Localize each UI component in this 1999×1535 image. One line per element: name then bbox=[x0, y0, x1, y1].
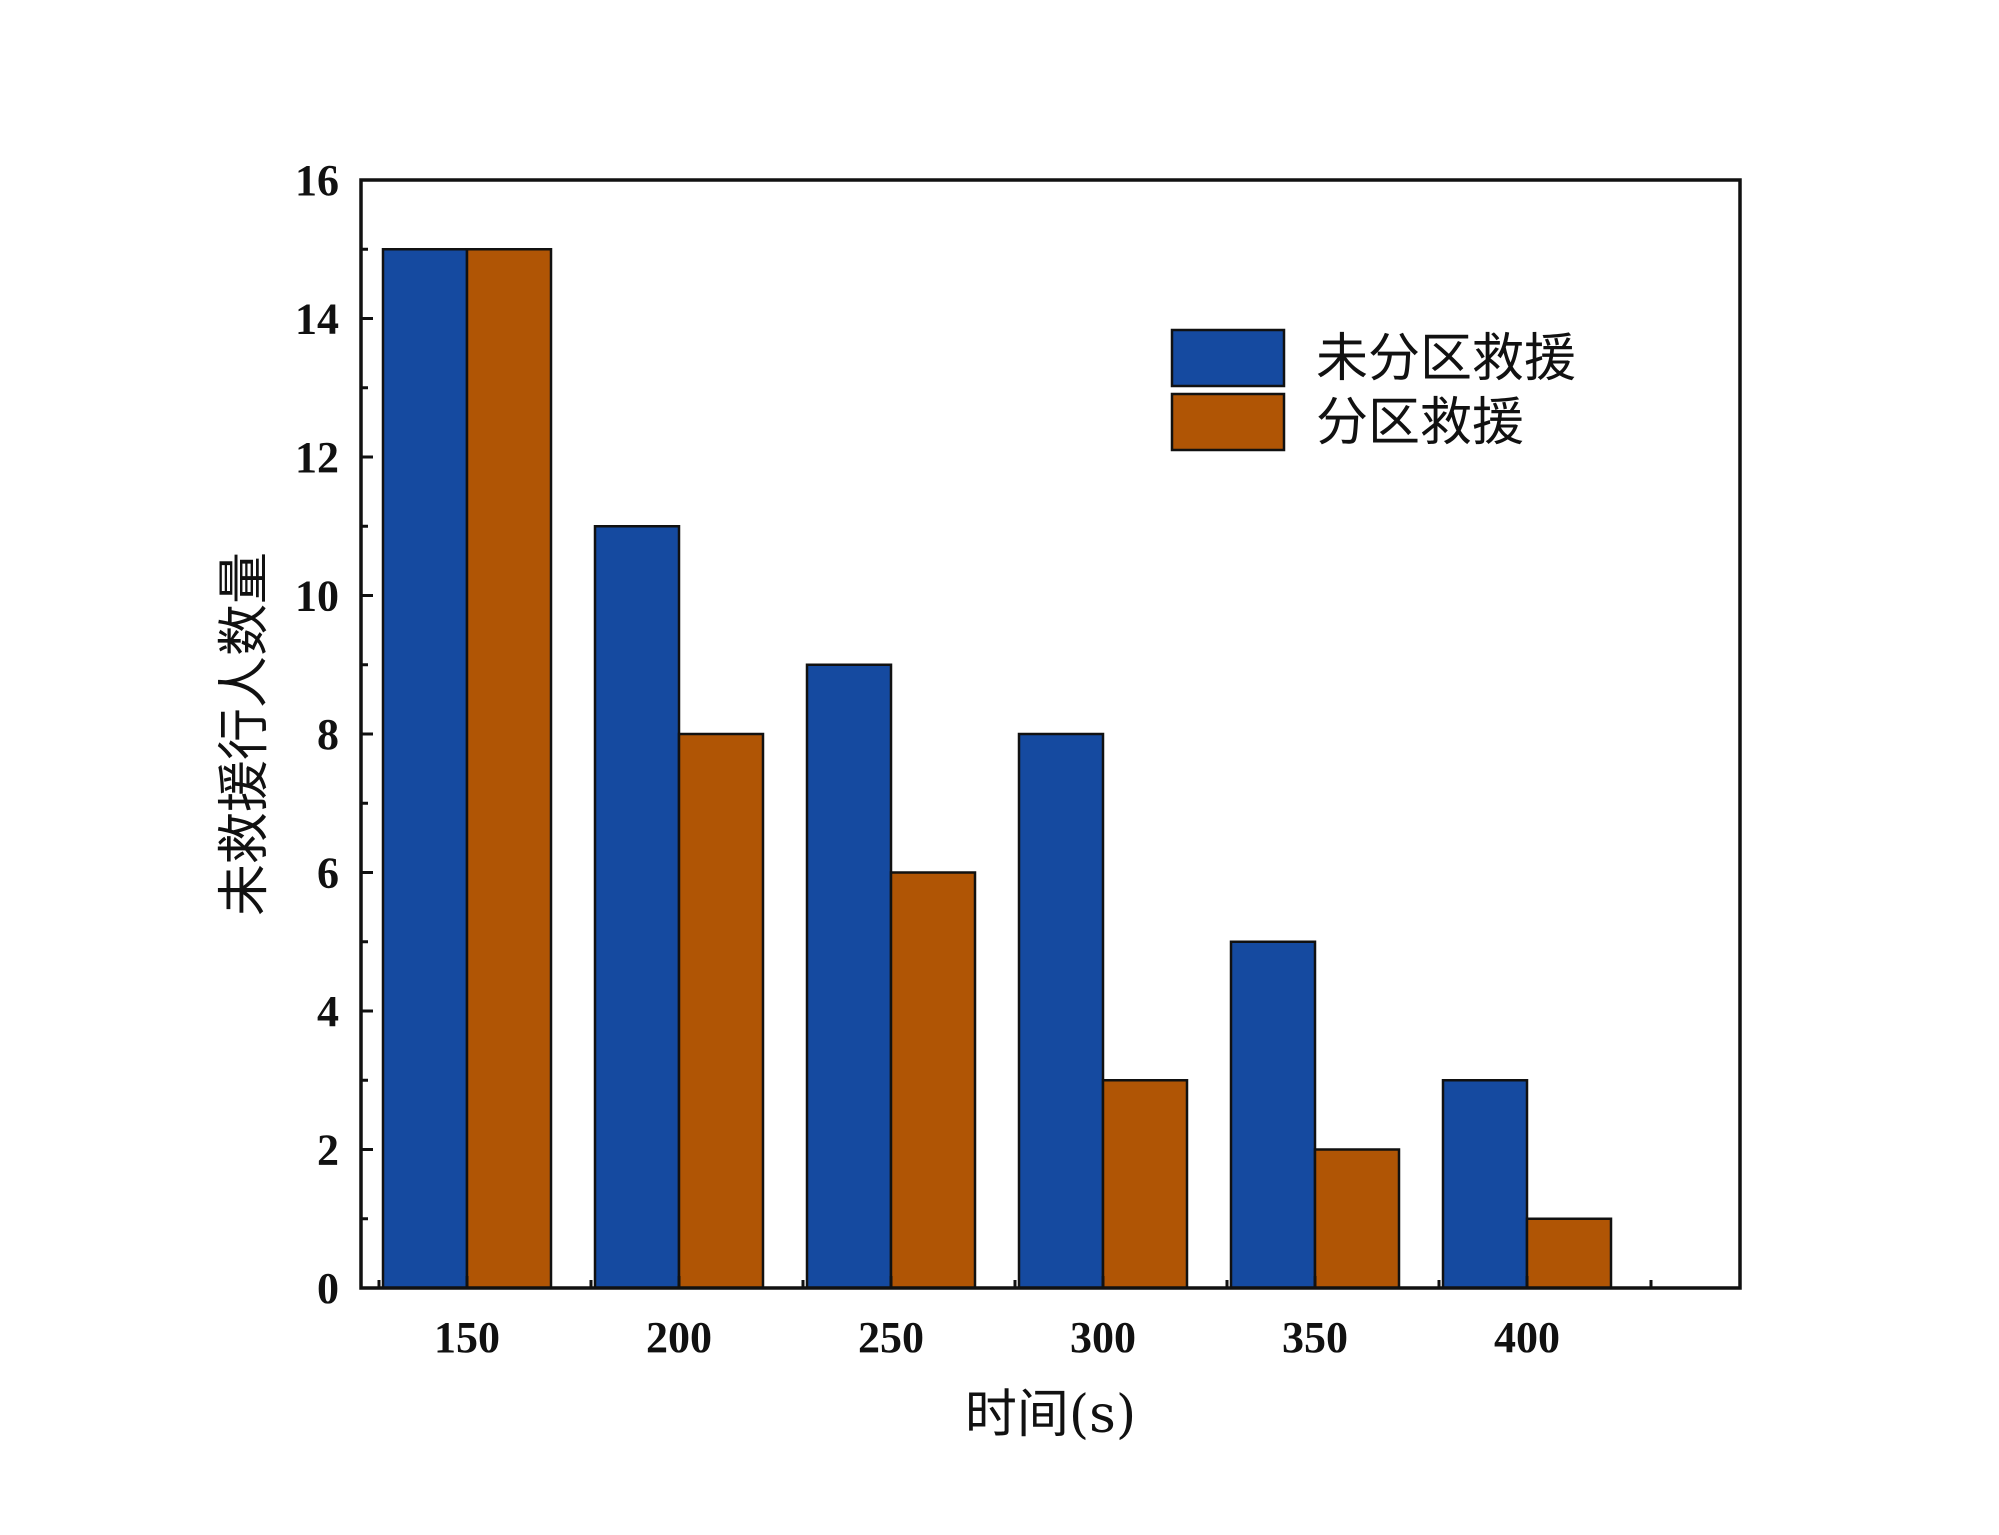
labels-layer: 0 2 4 6 8 10 12 14 16 150 200 250 300 350 400 bbox=[295, 156, 1560, 1362]
bar-series-2-150 bbox=[465, 248, 553, 1290]
x-tick-label-300: 300 bbox=[1070, 1313, 1136, 1362]
x-tick-label-250: 250 bbox=[858, 1313, 924, 1362]
bar-series-1-150 bbox=[381, 248, 469, 1290]
y-tick-label-10: 10 bbox=[295, 572, 339, 621]
y-tick-label-8: 8 bbox=[317, 710, 339, 759]
bar-series-1-300 bbox=[1017, 732, 1105, 1290]
y-axis-title: 未救援行人数量 bbox=[215, 552, 275, 916]
x-axis-title: 时间(s) bbox=[965, 1385, 1136, 1445]
x-tick-label-350: 350 bbox=[1282, 1313, 1348, 1362]
legend-swatch-series-2 bbox=[1170, 392, 1286, 452]
x-tick-label-400: 400 bbox=[1494, 1313, 1560, 1362]
bar-series-2-300 bbox=[1101, 1079, 1189, 1290]
bar-series-1-350 bbox=[1229, 940, 1317, 1290]
bar-series-1-200 bbox=[593, 525, 681, 1290]
bar-series-2-250 bbox=[889, 871, 977, 1290]
bar-series-1-250 bbox=[805, 663, 893, 1290]
bar-series-2-350 bbox=[1313, 1148, 1401, 1290]
bar-series-2-400 bbox=[1525, 1217, 1613, 1290]
axes-layer bbox=[359, 178, 1742, 1290]
y-tick-label-4: 4 bbox=[317, 987, 339, 1036]
legend-label-series-1: 未分区救援 bbox=[1316, 329, 1576, 389]
y-tick-label-16: 16 bbox=[295, 156, 339, 205]
legend-swatch-series-1 bbox=[1170, 328, 1286, 388]
bar-series-1-400 bbox=[1441, 1079, 1529, 1290]
y-tick-label-0: 0 bbox=[317, 1264, 339, 1313]
y-tick-label-12: 12 bbox=[295, 433, 339, 482]
bars-layer bbox=[381, 248, 1613, 1290]
x-tick-label-150: 150 bbox=[434, 1313, 500, 1362]
y-tick-label-14: 14 bbox=[295, 295, 339, 344]
legend: 未分区救援 分区救援 bbox=[1170, 328, 1576, 453]
legend-label-series-2: 分区救援 bbox=[1316, 393, 1524, 453]
bar-series-2-200 bbox=[677, 732, 765, 1290]
y-tick-label-2: 2 bbox=[317, 1126, 339, 1175]
x-tick-label-200: 200 bbox=[646, 1313, 712, 1362]
y-tick-label-6: 6 bbox=[317, 849, 339, 898]
